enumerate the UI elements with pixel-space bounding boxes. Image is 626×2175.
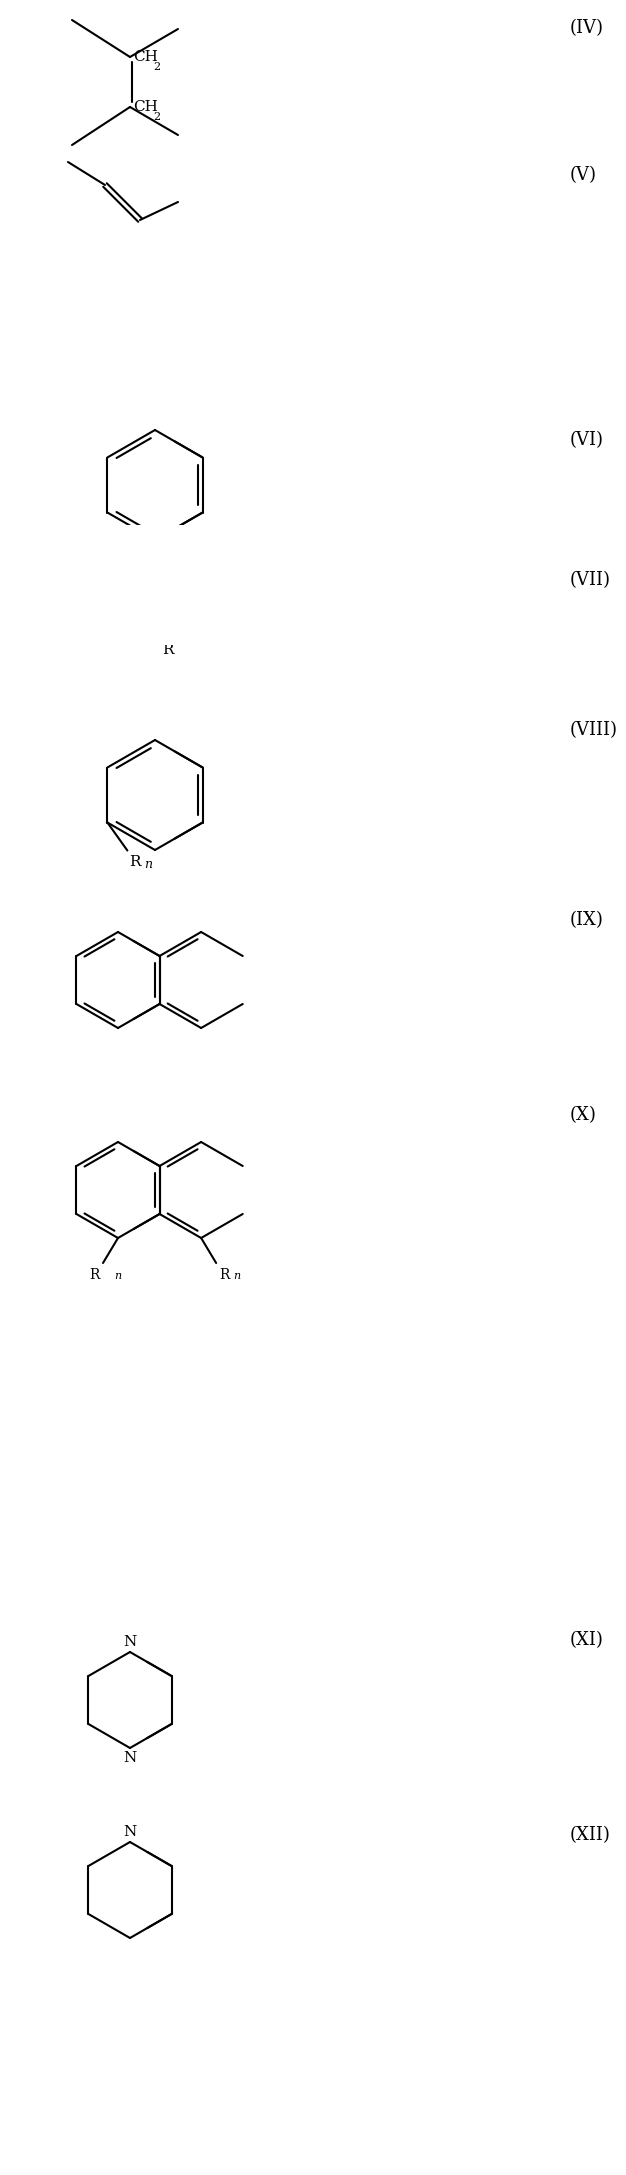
Text: (XII): (XII) <box>570 1827 611 1844</box>
Text: R: R <box>130 855 141 868</box>
Text: N: N <box>123 1825 136 1840</box>
Text: (V): (V) <box>570 165 597 185</box>
Text: R: R <box>162 613 173 626</box>
Text: (VIII): (VIII) <box>570 720 618 740</box>
Text: (XI): (XI) <box>570 1631 604 1649</box>
Text: (VII): (VII) <box>570 572 611 589</box>
Text: n: n <box>233 1270 240 1281</box>
Text: (IV): (IV) <box>570 20 604 37</box>
Text: CH: CH <box>133 100 158 113</box>
Text: n: n <box>145 857 152 870</box>
Text: 2: 2 <box>153 63 160 72</box>
Text: (IX): (IX) <box>570 911 604 929</box>
Text: (VI): (VI) <box>570 431 604 448</box>
Text: R: R <box>219 1268 230 1281</box>
Text: R: R <box>162 644 173 657</box>
Text: R: R <box>192 572 203 587</box>
Text: N: N <box>123 1636 136 1649</box>
Text: CH: CH <box>133 50 158 63</box>
Text: n: n <box>114 1270 121 1281</box>
Text: (X): (X) <box>570 1107 597 1124</box>
Bar <box>60 524 340 646</box>
Text: 2: 2 <box>153 111 160 122</box>
Text: N: N <box>123 1751 136 1764</box>
Text: R: R <box>165 613 177 626</box>
Text: R: R <box>90 1268 100 1281</box>
